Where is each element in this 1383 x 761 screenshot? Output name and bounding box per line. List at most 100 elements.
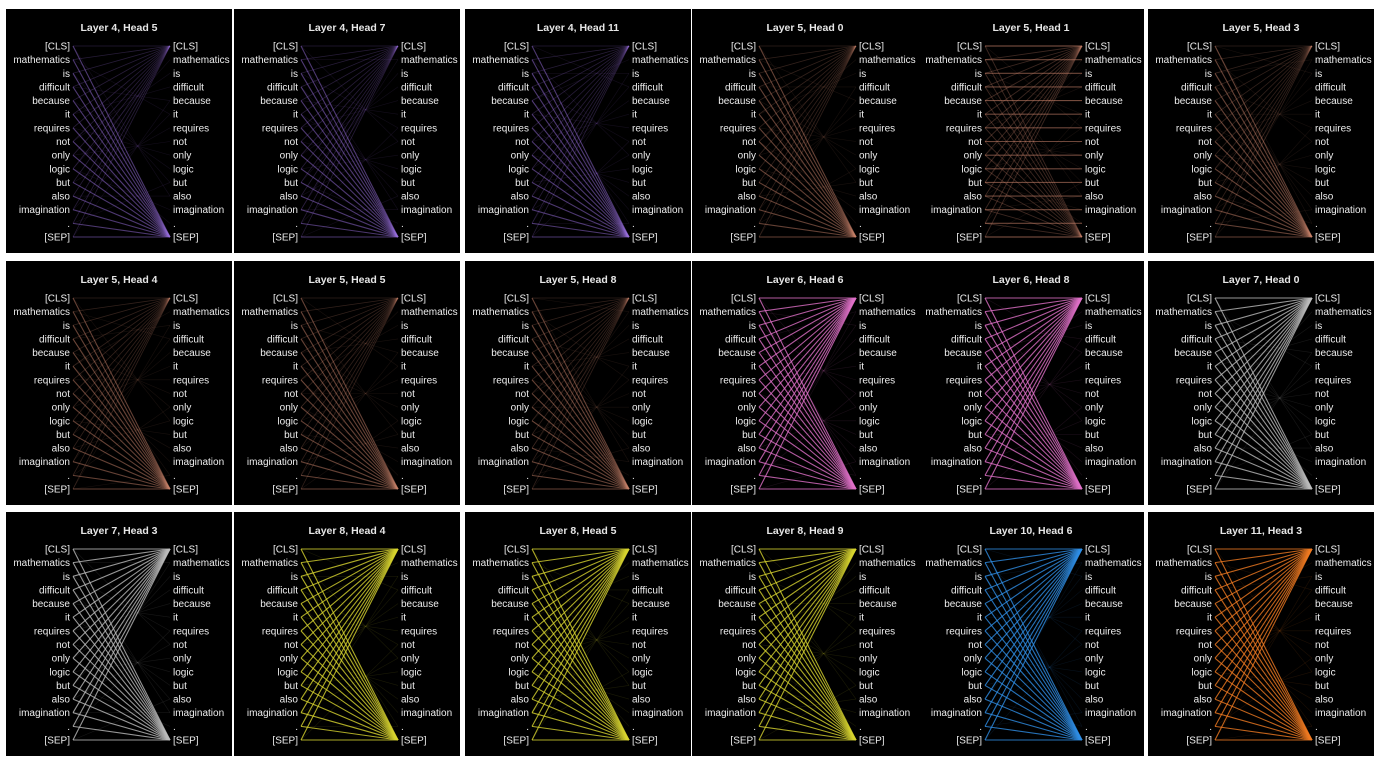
token-label-left: is [975,321,982,332]
token-label-left: is [522,321,529,332]
attention-edge [531,141,630,238]
token-label-right: difficult [173,334,204,345]
token-label-left: . [753,219,756,230]
token-label-right: difficult [1085,82,1116,93]
token-label-left: mathematics [13,558,70,569]
attention-edge [1214,548,1313,741]
token-label-right: [CLS] [632,42,657,53]
token-label-left: mathematics [1155,307,1212,318]
attention-edge [531,45,630,88]
attention-edges [72,45,171,238]
attention-edge [1214,657,1313,727]
token-label-left: [SEP] [272,233,298,244]
attention-edge [531,113,630,129]
attention-edge [984,589,1083,741]
attention-edge [758,297,857,313]
attention-edge [1214,113,1313,238]
token-label-right: but [1085,681,1099,692]
attention-edge [984,45,1083,74]
attention-edge [300,548,399,564]
token-label-left: [CLS] [731,294,756,305]
attention-edge [300,338,399,490]
attention-edge [72,352,171,435]
token-label-left: . [1209,722,1212,733]
attention-edge [984,297,1083,462]
attention-edge [300,297,399,381]
attention-edge [531,548,630,673]
token-label-left: not [515,389,529,400]
attention-edge [72,325,171,408]
attention-edge [72,684,171,741]
attention-edge [72,548,171,577]
token-label-left: but [1198,430,1212,441]
attention-edge [72,114,171,210]
attention-edge [984,45,1083,101]
panel-title: Layer 5, Head 8 [539,274,616,286]
attention-edge [72,45,171,224]
attention-edge [984,45,1083,197]
attention-edge [984,562,1083,741]
attention-edge [984,297,1083,435]
attention-edge [758,113,857,238]
attention-edge [1214,45,1313,238]
token-label-right: [CLS] [401,42,426,53]
token-label-left: [SEP] [730,485,756,496]
attention-edge [1214,297,1313,367]
attention-edge [72,712,171,741]
attention-edge [300,548,399,713]
token-label-left: logic [277,416,298,427]
attention-edge [72,548,171,564]
token-label-left: imagination [19,457,70,468]
token-label-right: imagination [859,708,910,719]
attention-edge [300,698,399,741]
attention-edge [72,297,171,408]
attention-edge [300,671,399,686]
token-label-right: . [173,722,176,733]
token-label-right: because [173,348,211,359]
token-label-left: difficult [39,334,70,345]
attention-edge [758,73,857,169]
attention-edge [72,671,171,741]
attention-edge [72,181,171,238]
token-label-left: . [67,219,70,230]
attention-edge [1214,297,1313,354]
attention-edge [72,698,171,741]
attention-edge [72,222,171,238]
token-label-right: difficult [1315,585,1346,596]
attention-edge [531,365,630,490]
attention-edge [300,420,399,490]
token-label-left: but [515,178,529,189]
token-label-left: difficult [951,334,982,345]
attention-edge [984,548,1083,727]
attention-edge [984,576,1083,741]
token-label-right: requires [401,626,437,637]
token-label-left: because [944,96,982,107]
attention-edge [758,127,857,142]
attention-edge [1214,548,1313,645]
attention-edge [984,86,1083,129]
attention-edge [1214,548,1313,564]
panel-title: Layer 8, Head 5 [539,525,616,537]
attention-edge [1214,45,1313,224]
token-label-left: it [524,613,529,624]
token-label-right: [SEP] [401,736,427,747]
token-label-right: mathematics [401,558,458,569]
panel-title: Layer 5, Head 0 [766,22,843,34]
attention-edge [1214,297,1313,435]
attention-edge [984,420,1083,462]
token-label-right: also [401,444,420,455]
attention-diagram: Layer 6, Head 8 [CLS] [CLS] mathematics math… [925,274,1141,496]
token-label-right: [CLS] [1315,42,1340,53]
attention-edge [531,447,630,463]
attention-edge [1214,297,1313,394]
attention-edge [72,433,171,490]
attention-edge [758,474,857,490]
token-label-right: because [632,599,670,610]
panel-title: Layer 5, Head 1 [992,22,1069,34]
attention-edge [72,86,171,238]
token-label-right: because [173,96,211,107]
attention-edge [300,141,399,170]
token-label-left: imagination [705,205,756,216]
attention-edge [984,114,1083,224]
attention-edge [72,141,171,156]
